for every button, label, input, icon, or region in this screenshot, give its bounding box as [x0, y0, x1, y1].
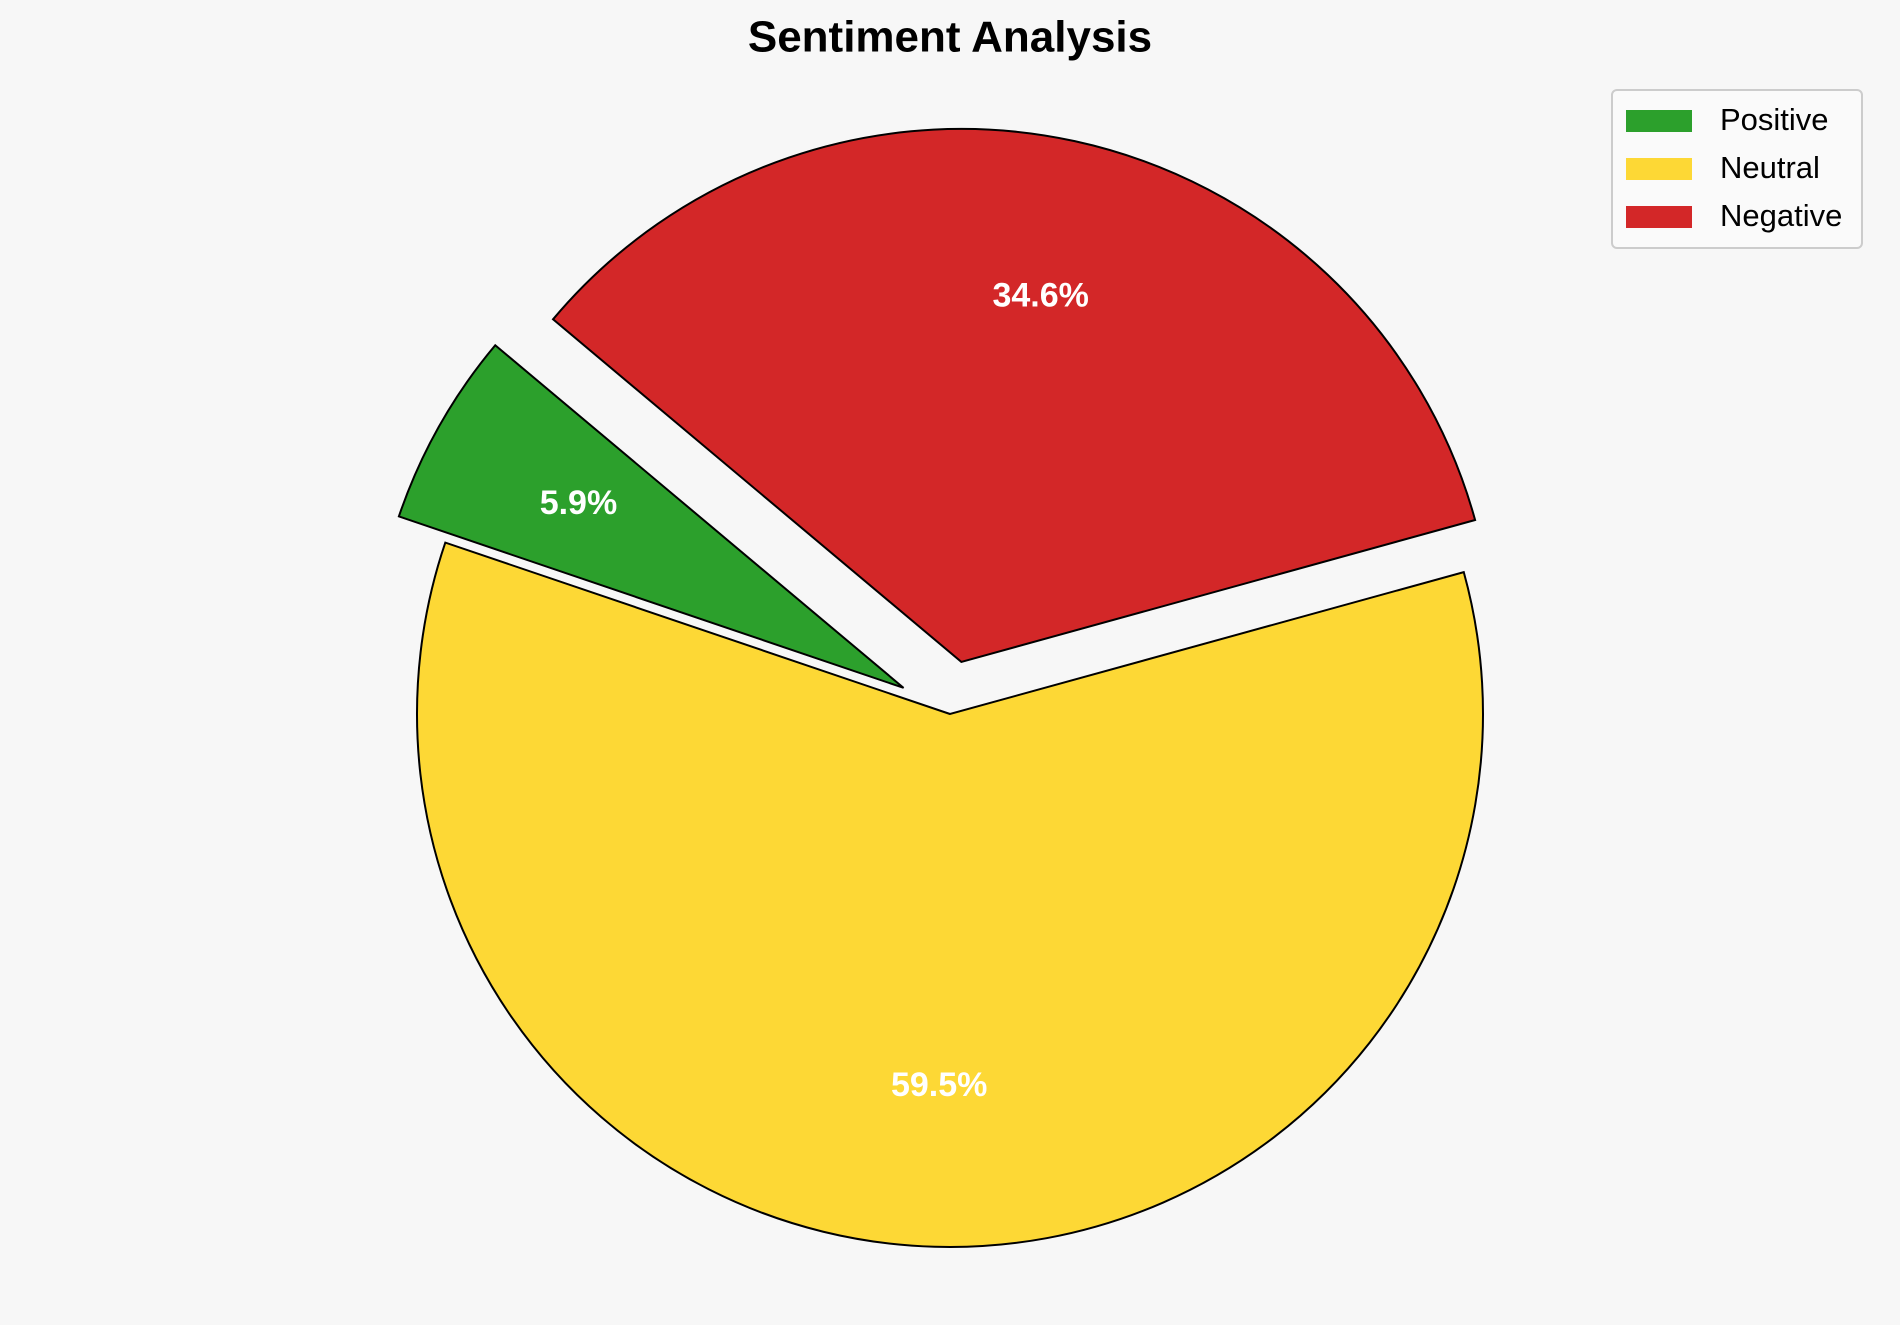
pie-slice	[551, 128, 1477, 664]
slice-label: 59.5%	[891, 1066, 987, 1104]
legend: Positive Neutral Negative	[1611, 89, 1863, 249]
legend-swatch	[1626, 206, 1692, 228]
pie-slice	[397, 343, 905, 689]
legend-label: Negative	[1720, 198, 1842, 233]
slice-label: 34.6%	[992, 276, 1088, 314]
pie-slice	[416, 541, 1484, 1248]
slice-label: 5.9%	[540, 484, 618, 522]
legend-swatch	[1626, 158, 1692, 180]
chart-title: Sentiment Analysis	[748, 13, 1152, 62]
legend-label: Positive	[1720, 102, 1829, 137]
legend-swatch	[1626, 110, 1692, 132]
legend-label: Neutral	[1720, 150, 1820, 185]
